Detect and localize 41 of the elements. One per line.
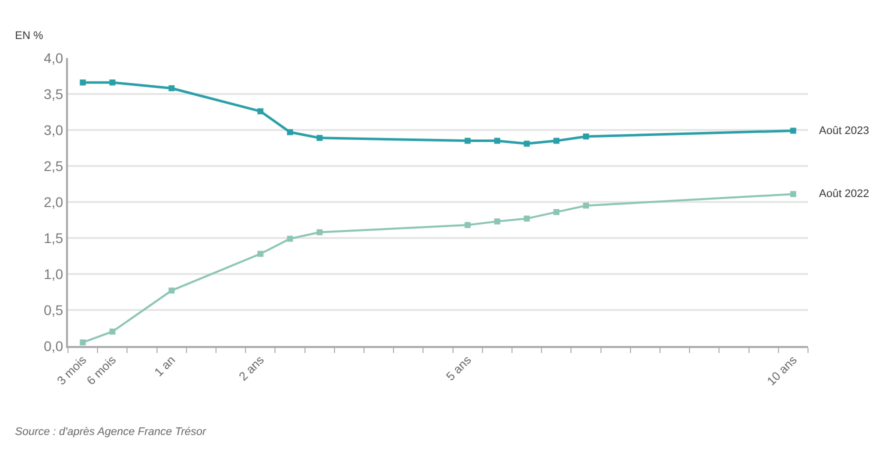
point — [257, 250, 264, 257]
point — [553, 209, 560, 216]
text: Août 2023 — [819, 125, 870, 137]
point — [464, 138, 471, 144]
point — [168, 288, 175, 294]
point — [316, 229, 323, 236]
x-tick-label: 1 an — [152, 352, 178, 380]
point — [109, 79, 116, 86]
point — [583, 202, 589, 209]
y-tick-label: 3,5 — [44, 86, 64, 102]
y-tick-label: 0,5 — [44, 302, 64, 318]
point — [257, 108, 264, 114]
y-tick-label: 0,0 — [44, 338, 64, 354]
text: Août 2022 — [819, 188, 870, 200]
y-tick-label: 1,0 — [44, 266, 64, 282]
point — [80, 339, 86, 346]
point — [464, 222, 471, 228]
point — [790, 128, 796, 134]
y-tick-label: 2,5 — [44, 158, 64, 174]
source-note: Source : d'après Agence France Trésor — [15, 426, 208, 438]
point — [109, 328, 116, 335]
y-tick-label: 2,0 — [44, 194, 64, 210]
y-axis-title: EN % — [15, 30, 44, 42]
point — [287, 236, 293, 242]
y-tick-label: 4,0 — [44, 50, 64, 66]
point — [287, 129, 293, 136]
point — [524, 216, 530, 222]
point — [316, 134, 323, 141]
point — [790, 191, 796, 198]
point — [494, 138, 500, 144]
y-tick-label: 1,5 — [44, 230, 64, 246]
point — [524, 140, 530, 147]
x-tick-label: 10 ans — [764, 352, 800, 388]
x-tick-label: 5 ans — [443, 352, 474, 384]
point — [494, 218, 500, 224]
point — [553, 138, 560, 144]
y-tick-label: 3,0 — [44, 122, 64, 138]
x-tick-label: 2 ans — [236, 352, 267, 384]
point — [583, 133, 589, 140]
point — [168, 85, 175, 92]
point — [80, 79, 86, 86]
